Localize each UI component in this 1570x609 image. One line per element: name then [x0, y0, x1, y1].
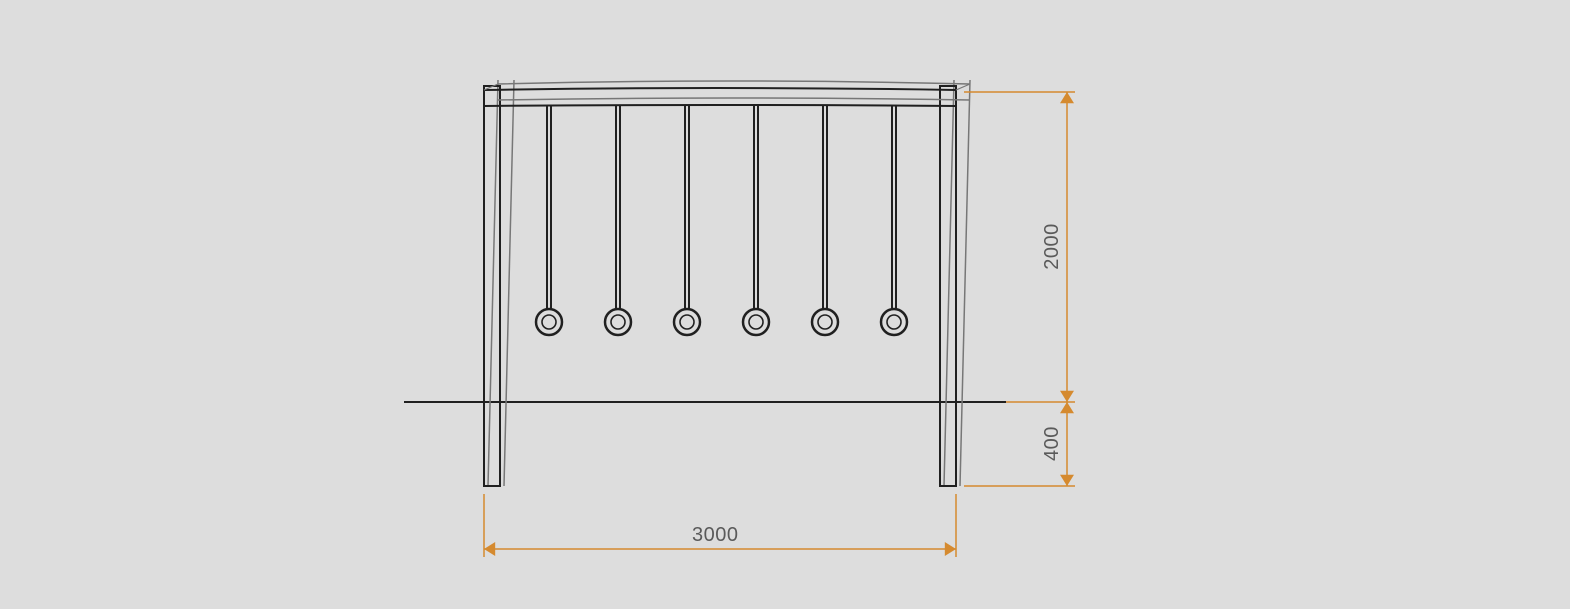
dimension-label-height-below: 400 — [1041, 426, 1064, 461]
technical-drawing-svg — [0, 0, 1570, 609]
dimension-label-width: 3000 — [692, 524, 739, 547]
diagram-stage: 3000 2000 400 — [0, 0, 1570, 609]
dimension-label-height-above: 2000 — [1041, 223, 1064, 270]
